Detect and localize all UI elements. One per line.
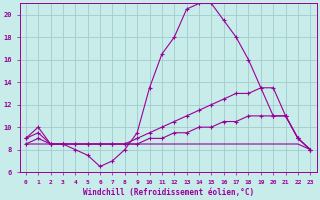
- X-axis label: Windchill (Refroidissement éolien,°C): Windchill (Refroidissement éolien,°C): [83, 188, 254, 197]
